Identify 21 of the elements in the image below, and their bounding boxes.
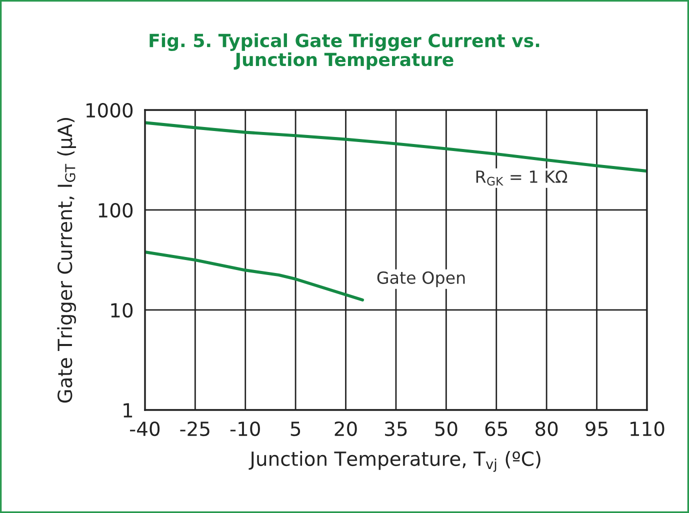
y-tick-label: 1000 — [86, 102, 133, 118]
series-label: Gate Open — [377, 271, 465, 288]
x-tick-label: -40 — [130, 421, 160, 436]
x-tick-label: 95 — [586, 421, 608, 436]
x-tick-label: -10 — [230, 421, 260, 436]
x-axis-title: Junction Temperature, T$_{vj}$ (ºC) — [248, 451, 540, 472]
chart-title: Fig. 5. Typical Gate Trigger Current vs. Junction Temperature — [150, 33, 540, 70]
x-tick-label: 65 — [485, 421, 508, 436]
y-tick-label: 10 — [111, 302, 133, 318]
y-tick-label: 100 — [98, 202, 133, 218]
series-label: R$_{GK}$ = 1 KΩ — [476, 170, 568, 186]
y-tick-label: 1 — [124, 403, 132, 418]
x-tick-label: 50 — [435, 421, 458, 436]
x-tick-label: -25 — [180, 421, 210, 436]
x-tick-label: 20 — [334, 421, 357, 436]
x-tick-label: 80 — [536, 421, 558, 436]
line-series — [144, 250, 364, 302]
x-tick-label: 35 — [385, 421, 407, 436]
x-tick-label: 110 — [630, 421, 664, 436]
x-tick-label: 5 — [290, 422, 300, 436]
y-axis-title: Gate Trigger Current, I$_{GT}$ (µA) — [57, 118, 76, 403]
